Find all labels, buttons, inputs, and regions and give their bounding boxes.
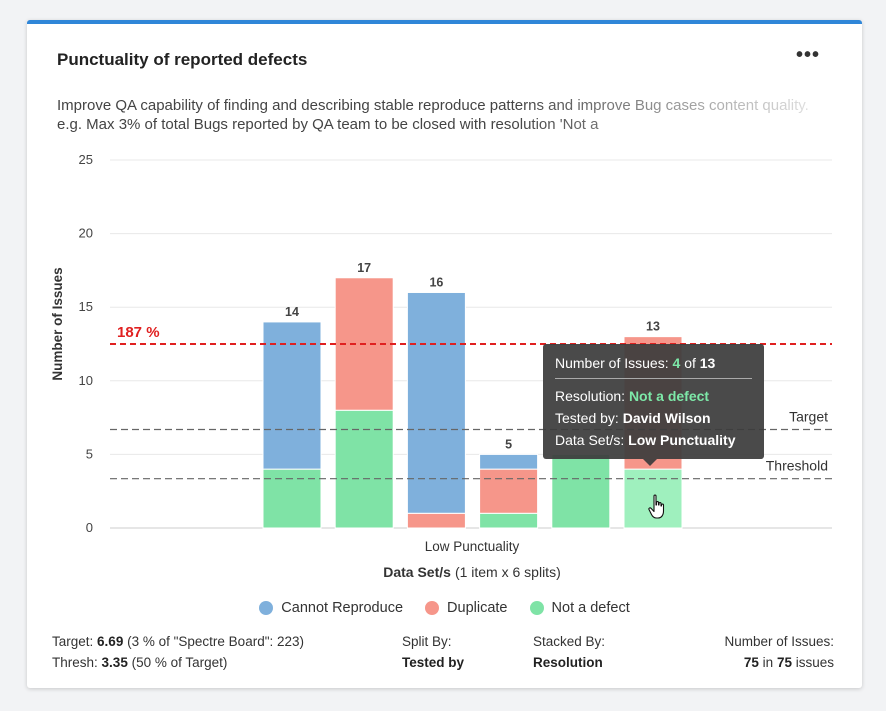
threshold-label: Thresh: xyxy=(52,655,98,670)
threshold-value: 3.35 xyxy=(101,655,128,670)
split-by-value: Tested by xyxy=(402,655,465,670)
legend-item-not-a-defect[interactable]: Not a defect xyxy=(529,600,630,616)
bar-segment-cannot-reproduce xyxy=(406,291,466,514)
footer-stacked-by: Stacked By: Resolution xyxy=(533,631,605,673)
card-title: Punctuality of reported defects xyxy=(57,50,308,69)
chart-card: Punctuality of reported defects ••• Impr… xyxy=(27,20,862,688)
y-axis-label: Number of Issues xyxy=(50,267,65,380)
bar-total-label: 5 xyxy=(505,437,512,451)
bar-segment-not-a-defect xyxy=(551,453,611,529)
threshold-note: (50 % of Target) xyxy=(131,655,228,670)
split-by-label: Split By: xyxy=(402,634,452,649)
x-axis-title: Data Set/s (1 item x 6 splits) xyxy=(383,564,561,580)
bar-total-label: 17 xyxy=(357,261,371,275)
tooltip-count-label: Number of Issues: xyxy=(555,355,669,371)
bar-segment-cannot-reproduce xyxy=(479,453,539,470)
reference-line-label: Target xyxy=(789,409,828,425)
tooltip-resolution-label: Resolution: xyxy=(555,388,626,404)
legend-dot xyxy=(425,601,440,615)
bar-segment-cannot-reproduce xyxy=(262,321,322,470)
footer-issue-count: Number of Issues: 75 in 75 issues xyxy=(724,631,834,673)
y-tick-label: 15 xyxy=(79,299,93,314)
stacked-by-value: Resolution xyxy=(533,655,603,670)
bar-total-label: 14 xyxy=(285,305,299,319)
tooltip-tested-label: Tested by: xyxy=(555,410,619,426)
bar-segment-duplicate xyxy=(479,468,539,514)
footer-split-by: Split By: Tested by xyxy=(402,631,464,673)
issues-in: in xyxy=(762,655,774,670)
legend-dot xyxy=(259,601,274,615)
more-options-icon[interactable]: ••• xyxy=(795,44,820,66)
reference-line-label: 187 % xyxy=(117,324,160,341)
bar-total-label: 13 xyxy=(646,320,660,334)
card-description: Improve QA capability of finding and des… xyxy=(57,97,809,133)
y-tick-label: 20 xyxy=(79,226,93,241)
x-category-label: Low Punctuality xyxy=(425,539,520,554)
x-axis-label-suffix: (1 item x 6 splits) xyxy=(455,564,561,580)
legend-label: Not a defect xyxy=(551,600,630,616)
bar-chart: 0 5 10 15 20 25 14 17 16 5 13 187 % Target Threshol… xyxy=(50,152,832,580)
bar-tooltip: Number of Issues: 4 of 13 Resolution: No… xyxy=(543,344,764,466)
tooltip-resolution-value: Not a defect xyxy=(628,388,710,404)
reference-line-label: Threshold xyxy=(766,458,828,474)
bar-total-label: 16 xyxy=(429,275,443,289)
tooltip-count-total: 13 xyxy=(699,355,716,371)
issues-suffix: issues xyxy=(795,655,834,670)
y-tick-label: 0 xyxy=(86,520,93,535)
target-label: Target: xyxy=(52,634,94,649)
footer-target-info: Target: 6.69 (3 % of "Spectre Board": 22… xyxy=(52,631,304,673)
issues-total: 75 xyxy=(776,655,792,670)
y-tick-label: 10 xyxy=(79,373,93,388)
target-note: (3 % of "Spectre Board": 223) xyxy=(127,634,305,649)
bar-segment-not-a-defect xyxy=(334,409,394,529)
tooltip-tested-value: David Wilson xyxy=(622,410,711,426)
bar-segment-not-a-defect xyxy=(262,468,322,529)
y-tick-label: 25 xyxy=(79,152,93,167)
y-tick-label: 5 xyxy=(86,446,93,461)
legend-item-duplicate[interactable]: Duplicate xyxy=(425,600,508,616)
tooltip-of: of xyxy=(684,355,696,371)
bar-segment-not-a-defect xyxy=(479,512,539,529)
chart-legend: Cannot Reproduce Duplicate Not a defect xyxy=(27,600,862,619)
tooltip-dataset-label: Data Set/s: xyxy=(555,432,625,448)
stacked-by-label: Stacked By: xyxy=(533,634,606,649)
legend-item-cannot-reproduce[interactable]: Cannot Reproduce xyxy=(259,600,403,616)
hand-cursor-icon xyxy=(648,494,665,519)
tooltip-arrow xyxy=(643,459,657,466)
issues-label: Number of Issues: xyxy=(724,634,834,649)
tooltip-count-value: 4 xyxy=(672,355,681,371)
target-value: 6.69 xyxy=(97,634,124,649)
legend-dot xyxy=(529,601,544,615)
tooltip-dataset-value: Low Punctuality xyxy=(628,432,736,448)
legend-label: Duplicate xyxy=(447,600,508,616)
x-axis-label: Data Set/s xyxy=(383,564,451,580)
bar-segment-duplicate xyxy=(406,512,466,529)
y-axis-ticks: 0 5 10 15 20 25 xyxy=(79,152,93,535)
legend-label: Cannot Reproduce xyxy=(281,600,404,616)
issues-value: 75 xyxy=(743,655,759,670)
